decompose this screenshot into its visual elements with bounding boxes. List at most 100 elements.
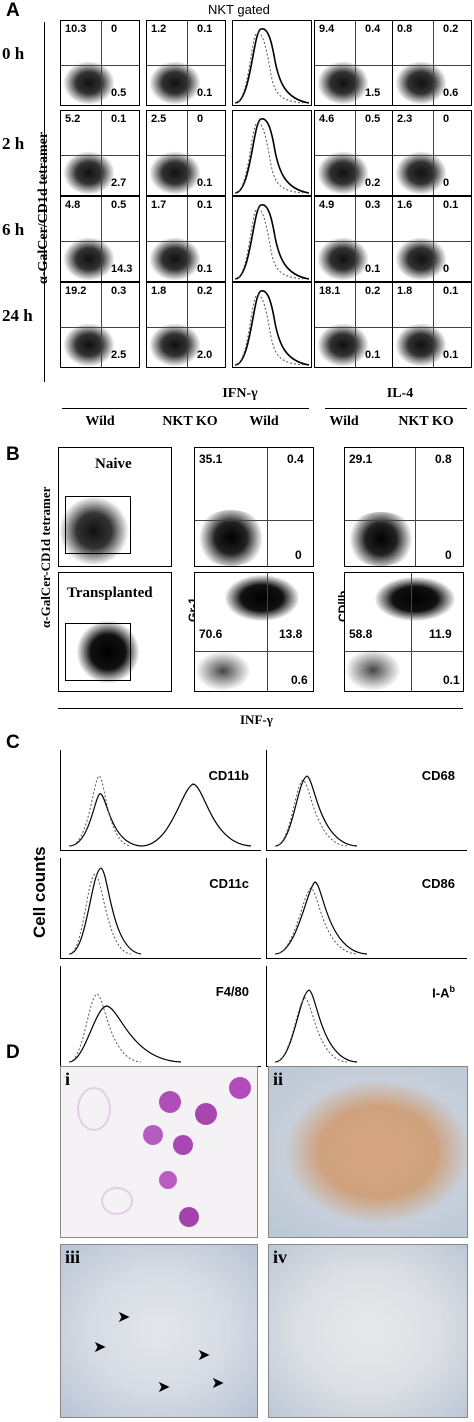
histogram-solid-curve [68, 783, 252, 847]
dotplot-vgate [187, 283, 188, 367]
quadrant-upper-left: 9.4 [319, 23, 335, 35]
cd11b-bottom-plot: 58.8 11.9 0.1 [344, 572, 464, 692]
panel-a-dotplot: 18.1 0.2 0.1 [314, 282, 394, 368]
dotplot-cloud [63, 151, 115, 195]
dotplot-vgate [101, 111, 102, 195]
histogram-svg [234, 204, 310, 280]
quadrant-upper-left: 1.7 [151, 199, 167, 211]
gr1-bottom-vgate [267, 573, 268, 691]
dotplot-hgate [61, 327, 139, 328]
histogram-solid-curve [234, 290, 310, 366]
naive-gate [65, 496, 131, 554]
marker-name: CD86 [421, 876, 455, 891]
quadrant-lower-right: 0.6 [443, 87, 459, 99]
quadrant-upper-left: 0.8 [397, 23, 413, 35]
histogram-panel: I-Ab [266, 966, 467, 1067]
dotplot-vgate [433, 21, 434, 105]
dotplot-hgate [393, 65, 471, 66]
cd11b-top-hgate [345, 520, 463, 521]
dotplot-vgate [355, 111, 356, 195]
row-time-label: 6 h [2, 220, 25, 239]
tile-ii-label: ii [273, 1069, 284, 1089]
group-label-il4: IL-4 [386, 386, 414, 401]
marker-label: CD11b [209, 768, 249, 783]
quadrant-upper-left: 2.3 [397, 113, 413, 125]
histogram-dotted-curve [68, 993, 142, 1063]
quadrant-upper-left: 10.3 [65, 23, 87, 35]
panel-a-dotplot: 2.3 0 0 [392, 110, 472, 196]
panel-a-histogram [232, 110, 312, 196]
quadrant-lower-right: 0.5 [111, 87, 127, 99]
quadrant-lower-right: 0 [443, 263, 450, 275]
dotplot-vgate [187, 111, 188, 195]
panel-a-dotplot: 4.6 0.5 0.2 [314, 110, 394, 196]
column-label-wild-2: Wild [249, 414, 279, 429]
tile-iii-arrow-4: ➤ [157, 1379, 171, 1396]
quadrant-upper-left: 18.1 [319, 285, 341, 297]
cd11b-top-ur: 0.8 [435, 452, 452, 466]
panel-c-ylabel: Cell counts [30, 846, 49, 938]
panel-a-histogram [232, 282, 312, 368]
histogram-panel: CD11c [60, 858, 261, 959]
histogram-panel: CD68 [266, 750, 467, 851]
quadrant-upper-right: 0.5 [111, 199, 127, 211]
dotplot-hgate [393, 241, 471, 242]
quadrant-upper-left: 2.5 [151, 113, 167, 125]
quadrant-upper-right: 0.1 [111, 113, 127, 125]
dotplot-cloud [63, 61, 115, 105]
panel-a-dotplot: 19.2 0.3 2.5 [60, 282, 140, 368]
quadrant-lower-right: 0 [443, 177, 450, 189]
tile-iii-photo: iii ➤ ➤ ➤ ➤ ➤ [60, 1244, 258, 1418]
histogram-svg [234, 28, 310, 104]
panel-a-group-line-left [62, 408, 309, 409]
panel-a-header: NKT gated [208, 2, 270, 17]
histogram-dotted-curve [234, 122, 304, 194]
dotplot-vgate [355, 197, 356, 281]
quadrant-upper-left: 4.8 [65, 199, 81, 211]
histogram-svg [68, 993, 182, 1063]
histogram-solid-curve [234, 204, 310, 280]
tile-iii-arrow-2: ➤ [93, 1339, 107, 1356]
histogram-dotted-curve [274, 779, 348, 847]
histogram-solid-curve [274, 775, 358, 847]
panel-a-dotplot: 9.4 0.4 1.5 [314, 20, 394, 106]
panel-a-dotplot: 4.8 0.5 14.3 [60, 196, 140, 282]
panel-a-dotplot: 4.9 0.3 0.1 [314, 196, 394, 282]
dotplot-vgate [433, 111, 434, 195]
column-label-wild-1: Wild [85, 414, 115, 429]
column-label-nktko-2: NKT KO [398, 414, 454, 429]
tile-i-cell-6 [159, 1171, 177, 1189]
panel-a-dotplot: 10.3 0 0.5 [60, 20, 140, 106]
quadrant-upper-right: 0.5 [365, 113, 381, 125]
panel-b-xlabel: INF-γ [240, 712, 273, 727]
cd11b-bottom-lr: 0.1 [443, 673, 460, 687]
tile-i-photo: i [60, 1066, 258, 1238]
dotplot-cloud [149, 323, 201, 367]
panel-b-label: B [6, 444, 20, 465]
tile-ii-photo: ii [268, 1066, 468, 1238]
dotplot-cloud [395, 237, 447, 281]
quadrant-lower-right: 2.5 [111, 349, 127, 361]
transplanted-label: Transplanted [67, 585, 153, 601]
dotplot-vgate [187, 21, 188, 105]
dotplot-cloud [317, 61, 369, 105]
tile-i-ghost-2 [101, 1187, 133, 1215]
tile-i-cell-5 [173, 1135, 193, 1155]
tile-iii-label: iii [65, 1247, 81, 1267]
quadrant-lower-right: 0.1 [197, 177, 213, 189]
gr1-top-hgate [195, 520, 313, 521]
dotplot-vgate [101, 197, 102, 281]
quadrant-upper-left: 1.6 [397, 199, 413, 211]
quadrant-upper-right: 0.3 [365, 199, 381, 211]
marker-name: I-A [432, 985, 450, 1001]
dotplot-cloud [317, 237, 369, 281]
tile-i-label: i [65, 1069, 71, 1089]
dotplot-cloud [63, 323, 115, 367]
tile-iii-arrow-5: ➤ [211, 1375, 225, 1392]
histogram-svg [68, 867, 142, 955]
quadrant-lower-right: 14.3 [111, 263, 133, 275]
column-label-nktko-1: NKT KO [162, 414, 218, 429]
histogram-svg [274, 881, 368, 955]
cd11b-top-vgate [415, 448, 416, 566]
panel-a-dotplot: 1.2 0.1 0.1 [146, 20, 226, 106]
